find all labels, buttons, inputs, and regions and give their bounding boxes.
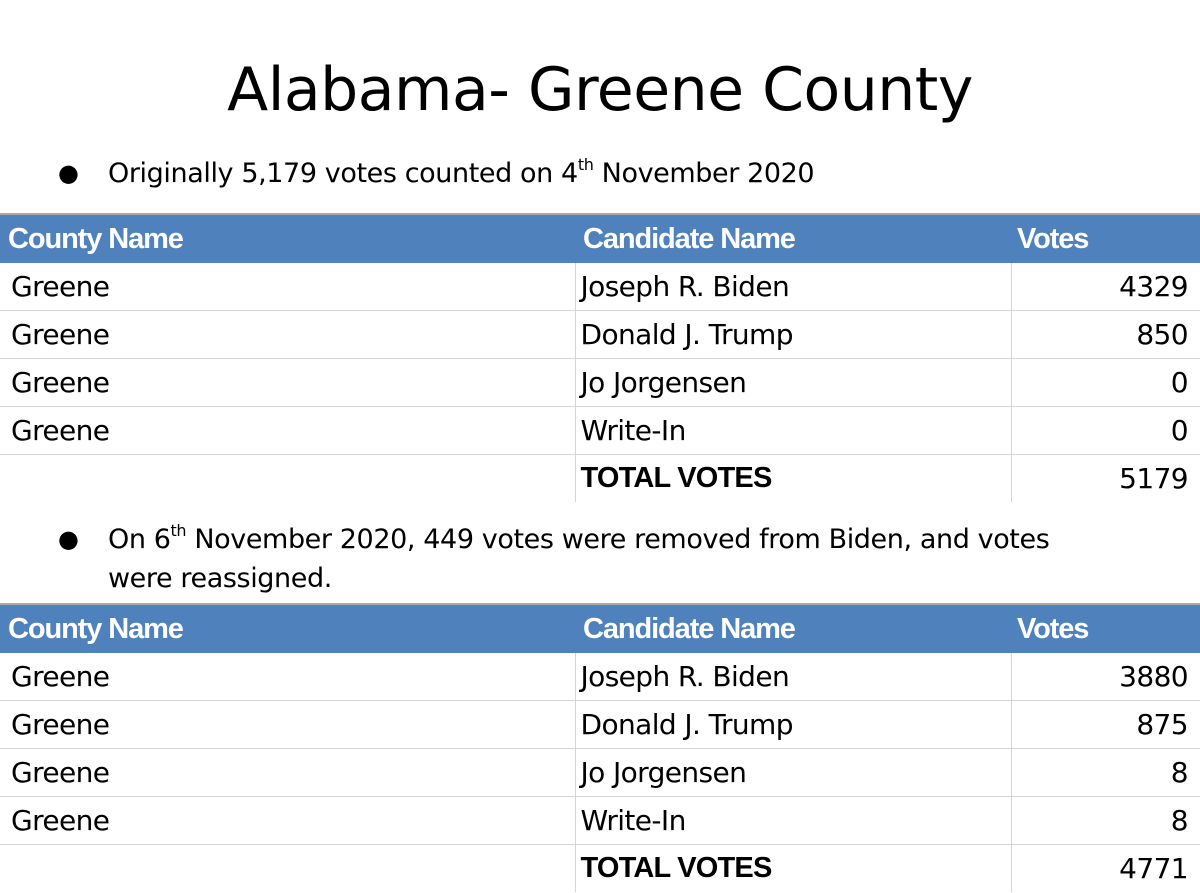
cell-candidate: Jo Jorgensen (574, 358, 1011, 407)
header-county-name: County Name (0, 603, 575, 653)
bullet-text-prefix: Originally 5,179 votes counted on 4 (108, 158, 578, 189)
table-row: Greene Write-In 8 (0, 796, 1200, 845)
cell-candidate: Jo Jorgensen (574, 748, 1011, 797)
bullet-text-suffix: November 2020, 449 votes were removed fr… (108, 524, 1050, 594)
results-table-revised: County Name Candidate Name Votes Greene … (0, 603, 1200, 892)
bullet-icon: ● (58, 159, 79, 187)
table-row: Greene Donald J. Trump 875 (0, 700, 1200, 749)
cell-votes: 875 (1010, 700, 1200, 749)
table-row: Greene Write-In 0 (0, 406, 1200, 455)
bullet-text-prefix: On 6 (108, 524, 171, 555)
cell-votes: 8 (1010, 796, 1200, 845)
total-row: TOTAL VOTES 4771 (0, 844, 1200, 893)
header-votes: Votes (1011, 213, 1200, 263)
cell-empty (0, 455, 575, 503)
table-row: Greene Jo Jorgensen 0 (0, 358, 1200, 407)
ordinal-suffix: th (170, 521, 187, 540)
table-row: Greene Jo Jorgensen 8 (0, 748, 1200, 797)
total-label: TOTAL VOTES (574, 844, 1011, 892)
cell-candidate: Write-In (574, 406, 1011, 455)
cell-votes: 850 (1010, 310, 1200, 359)
bullet-text: On 6th November 2020, 449 votes were rem… (108, 520, 1118, 598)
bullet-icon: ● (58, 525, 79, 553)
total-row: TOTAL VOTES 5179 (0, 454, 1200, 503)
total-votes: 5179 (1010, 454, 1200, 502)
cell-candidate: Joseph R. Biden (574, 653, 1011, 701)
cell-votes: 3880 (1010, 653, 1200, 701)
cell-candidate: Joseph R. Biden (574, 263, 1011, 311)
table-header-row: County Name Candidate Name Votes (0, 603, 1200, 653)
header-candidate-name: Candidate Name (575, 213, 1011, 263)
cell-county: Greene (0, 263, 575, 311)
cell-county: Greene (0, 310, 575, 359)
table-row: Greene Joseph R. Biden 4329 (0, 263, 1200, 311)
cell-county: Greene (0, 700, 575, 749)
cell-county: Greene (0, 406, 575, 455)
cell-county: Greene (0, 748, 575, 797)
table-row: Greene Joseph R. Biden 3880 (0, 653, 1200, 701)
cell-candidate: Write-In (574, 796, 1011, 845)
cell-empty (0, 845, 575, 893)
results-table-original: County Name Candidate Name Votes Greene … (0, 213, 1200, 502)
cell-candidate: Donald J. Trump (574, 700, 1011, 749)
table-header-row: County Name Candidate Name Votes (0, 213, 1200, 263)
bullet-text: Originally 5,179 votes counted on 4th No… (108, 154, 1188, 193)
header-candidate-name: Candidate Name (575, 603, 1011, 653)
cell-candidate: Donald J. Trump (574, 310, 1011, 359)
header-votes: Votes (1011, 603, 1200, 653)
cell-votes: 0 (1010, 406, 1200, 455)
cell-county: Greene (0, 796, 575, 845)
table-row: Greene Donald J. Trump 850 (0, 310, 1200, 359)
cell-county: Greene (0, 653, 575, 701)
page-title: Alabama- Greene County (227, 55, 973, 125)
ordinal-suffix: th (577, 155, 594, 174)
total-label: TOTAL VOTES (574, 454, 1011, 502)
total-votes: 4771 (1010, 844, 1200, 892)
cell-county: Greene (0, 358, 575, 407)
cell-votes: 4329 (1010, 263, 1200, 311)
bullet-text-suffix: November 2020 (593, 158, 815, 189)
header-county-name: County Name (0, 213, 575, 263)
cell-votes: 0 (1010, 358, 1200, 407)
cell-votes: 8 (1010, 748, 1200, 797)
